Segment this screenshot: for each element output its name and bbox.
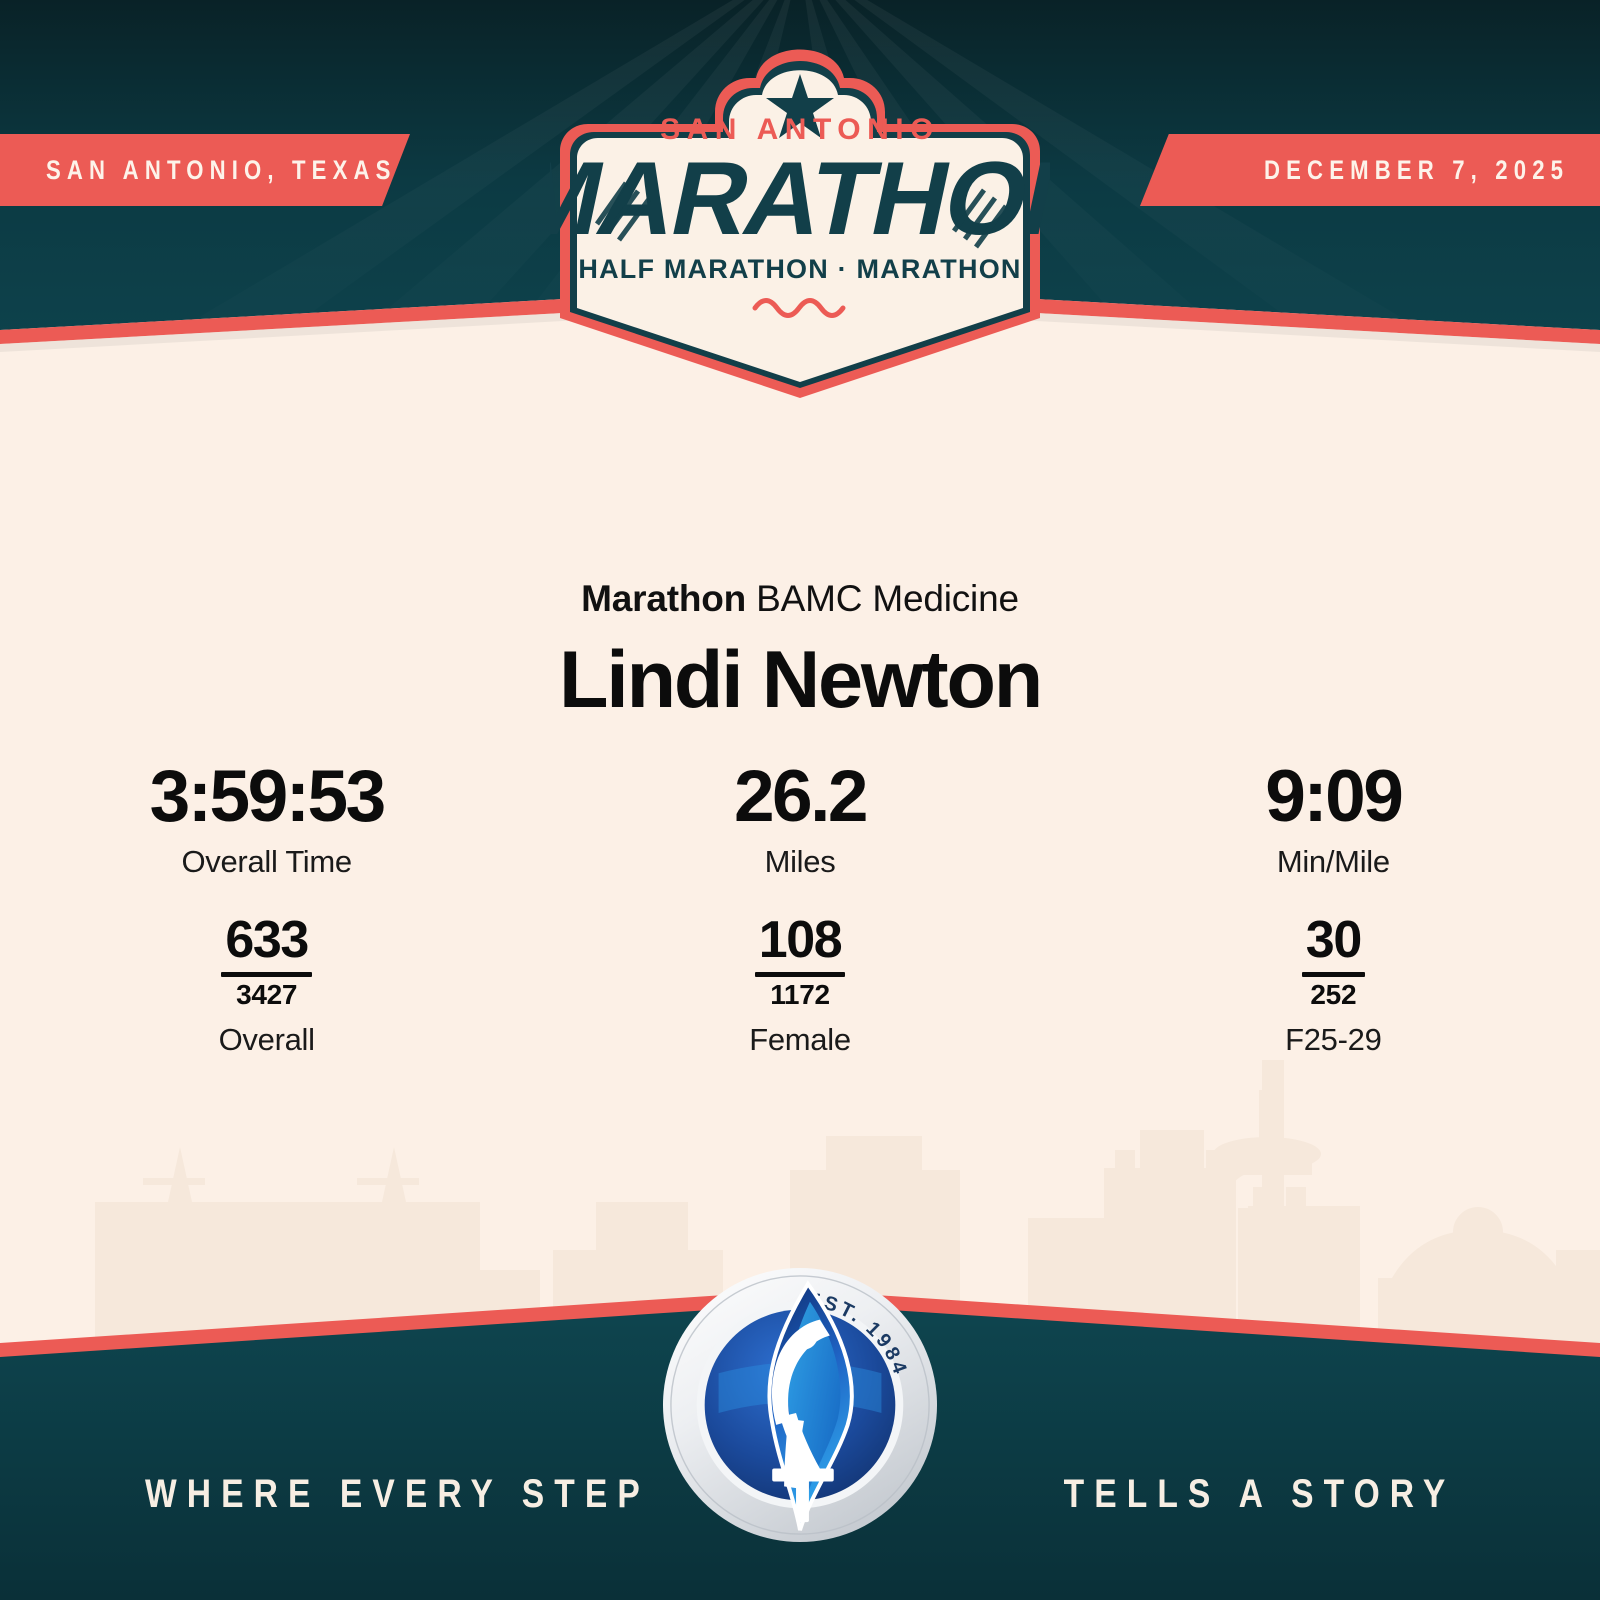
rank-block-overall: 633 3427 Overall [0, 914, 533, 1057]
badge-face [577, 70, 1023, 382]
rank-total-female: 1172 [770, 979, 830, 1011]
location-banner: SAN ANTONIO, TEXAS [0, 134, 410, 206]
result-content: Marathon BAMC Medicine Lindi Newton 3:59… [0, 400, 1600, 1280]
header-section: SAN ANTONIO, TEXAS DECEMBER 7, 2025 SAN … [0, 0, 1600, 400]
speed-lines-right-icon [951, 188, 1009, 249]
stat-column-time: 3:59:53 Overall Time 633 3427 Overall [0, 760, 533, 1057]
tagline-left: WHERE EVERY STEP [145, 1472, 650, 1516]
stat-value-pace: 9:09 [1265, 756, 1404, 838]
badge-sub-text: HALF MARATHON · MARATHON [578, 254, 1021, 284]
date-banner: DECEMBER 7, 2025 [1140, 134, 1600, 206]
logo-ring-line [670, 1275, 930, 1535]
stat-value-time: 3:59:53 [149, 756, 387, 838]
stats-row: 3:59:53 Overall Time 633 3427 Overall 26… [0, 760, 1600, 1057]
rank-divider-agegroup [1301, 972, 1365, 978]
rank-label-female: Female [749, 1021, 851, 1057]
rank-divider-female [754, 972, 846, 978]
event-name: Marathon [581, 578, 747, 619]
event-line: Marathon BAMC Medicine [0, 578, 1600, 620]
rank-label-agegroup: F25-29 [1285, 1021, 1382, 1057]
stat-column-pace: 9:09 Min/Mile 30 252 F25-29 [1067, 760, 1600, 1057]
stat-column-distance: 26.2 Miles 108 1172 Female [533, 760, 1066, 1057]
rank-total-overall: 3427 [236, 979, 298, 1011]
stat-label-pace: Min/Mile [1276, 844, 1390, 880]
location-banner-text: SAN ANTONIO, TEXAS [46, 154, 397, 185]
event-division: BAMC Medicine [756, 578, 1019, 619]
rank-fraction-female: 108 1172 [754, 911, 846, 1011]
stat-label-time: Overall Time [181, 844, 352, 880]
rank-place-female: 108 [758, 911, 843, 970]
stat-label-distance: Miles [764, 844, 836, 880]
tagline-right: TELLS A STORY [1063, 1472, 1455, 1516]
rank-total-agegroup: 252 [1310, 979, 1357, 1011]
race-badge-logo: SAN ANTONIO MARATHON HALF MARATHON · MAR… [550, 49, 1050, 398]
stat-value-distance: 26.2 [733, 756, 869, 838]
star-icon [766, 74, 834, 138]
rank-block-female: 108 1172 Female [533, 914, 1066, 1057]
wave-squiggle-icon [752, 298, 846, 318]
san-antonio-sports-logo: EST. 1984 SAN ANTONIO SPORTS [662, 1267, 938, 1543]
rank-divider-overall [221, 972, 312, 978]
rank-fraction-agegroup: 30 252 [1301, 911, 1365, 1011]
rank-fraction-overall: 633 3427 [221, 911, 312, 1011]
rank-place-agegroup: 30 [1305, 911, 1362, 970]
badge-top-text: SAN ANTONIO [660, 113, 940, 146]
rank-place-overall: 633 [225, 911, 309, 970]
rank-block-agegroup: 30 252 F25-29 [1067, 914, 1600, 1057]
runner-name: Lindi Newton [558, 635, 1043, 725]
rank-label-overall: Overall [218, 1021, 315, 1057]
speed-lines-icon [594, 181, 652, 242]
date-banner-text: DECEMBER 7, 2025 [1264, 154, 1570, 185]
logo-cross-icon [772, 1450, 834, 1523]
